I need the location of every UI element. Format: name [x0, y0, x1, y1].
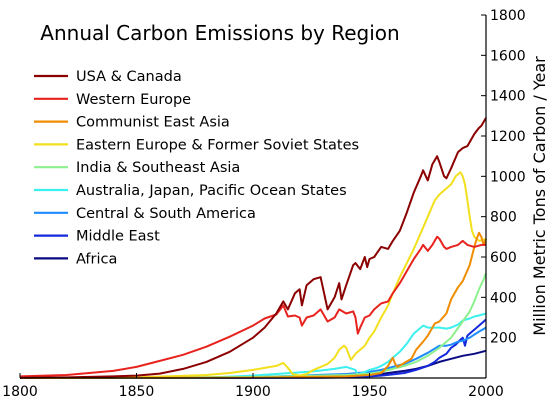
series-line-eastern-europe-former-soviet-states: [19, 171, 487, 379]
series-line-western-europe: [19, 235, 486, 378]
legend-label-communist-east-asia: Communist East Asia: [76, 115, 230, 131]
chart-title: Annual Carbon Emissions by Region: [40, 21, 399, 45]
legend-label-central-south-america: Central & South America: [76, 206, 256, 222]
x-tick-label: 1800: [2, 384, 38, 400]
y-tick-label: 400: [490, 290, 517, 306]
series-layer: [19, 117, 487, 379]
y-tick-label: 1600: [490, 48, 526, 64]
y-tick-label: 1800: [490, 8, 526, 24]
y-tick-label: 1000: [490, 169, 526, 185]
legend-label-eastern-europe-former-soviet-states: Eastern Europe & Former Soviet States: [76, 137, 359, 153]
x-tick-label: 1850: [119, 384, 155, 400]
legend-label-australia-japan-pacific-ocean-states: Australia, Japan, Pacific Ocean States: [76, 183, 347, 199]
series-line-communist-east-asia: [19, 231, 487, 379]
y-tick-label: 1200: [490, 129, 526, 145]
legend-label-western-europe: Western Europe: [76, 92, 191, 108]
legend-label-middle-east: Middle East: [76, 229, 160, 245]
series-line-middle-east: [19, 318, 487, 379]
series-line-usa-canada: [19, 117, 487, 379]
y-tick-label: 200: [490, 331, 517, 347]
series-line-australia-japan-pacific-ocean-states: [19, 312, 487, 379]
legend-label-usa-canada: USA & Canada: [76, 69, 182, 85]
y-axis-label: Million Metric Tons of Carbon / Year: [530, 56, 549, 336]
axis-layer: 1800 1850 1900 1950 2000 200 400 600 800 1000 1200…: [2, 8, 525, 400]
legend: USA & Canada Western Europe Communist East…: [34, 69, 359, 267]
y-tick-label: 600: [490, 250, 517, 266]
x-tick-label: 1950: [352, 384, 388, 400]
y-tick-label: 1400: [490, 89, 526, 105]
x-tick-label: 1900: [235, 384, 271, 400]
y-tick-label: 800: [490, 210, 517, 226]
legend-label-africa: Africa: [76, 251, 117, 267]
x-tick-label: 2000: [468, 384, 504, 400]
legend-label-india-southeast-asia: India & Southeast Asia: [76, 160, 240, 176]
series-line-india-southeast-asia: [19, 272, 487, 379]
